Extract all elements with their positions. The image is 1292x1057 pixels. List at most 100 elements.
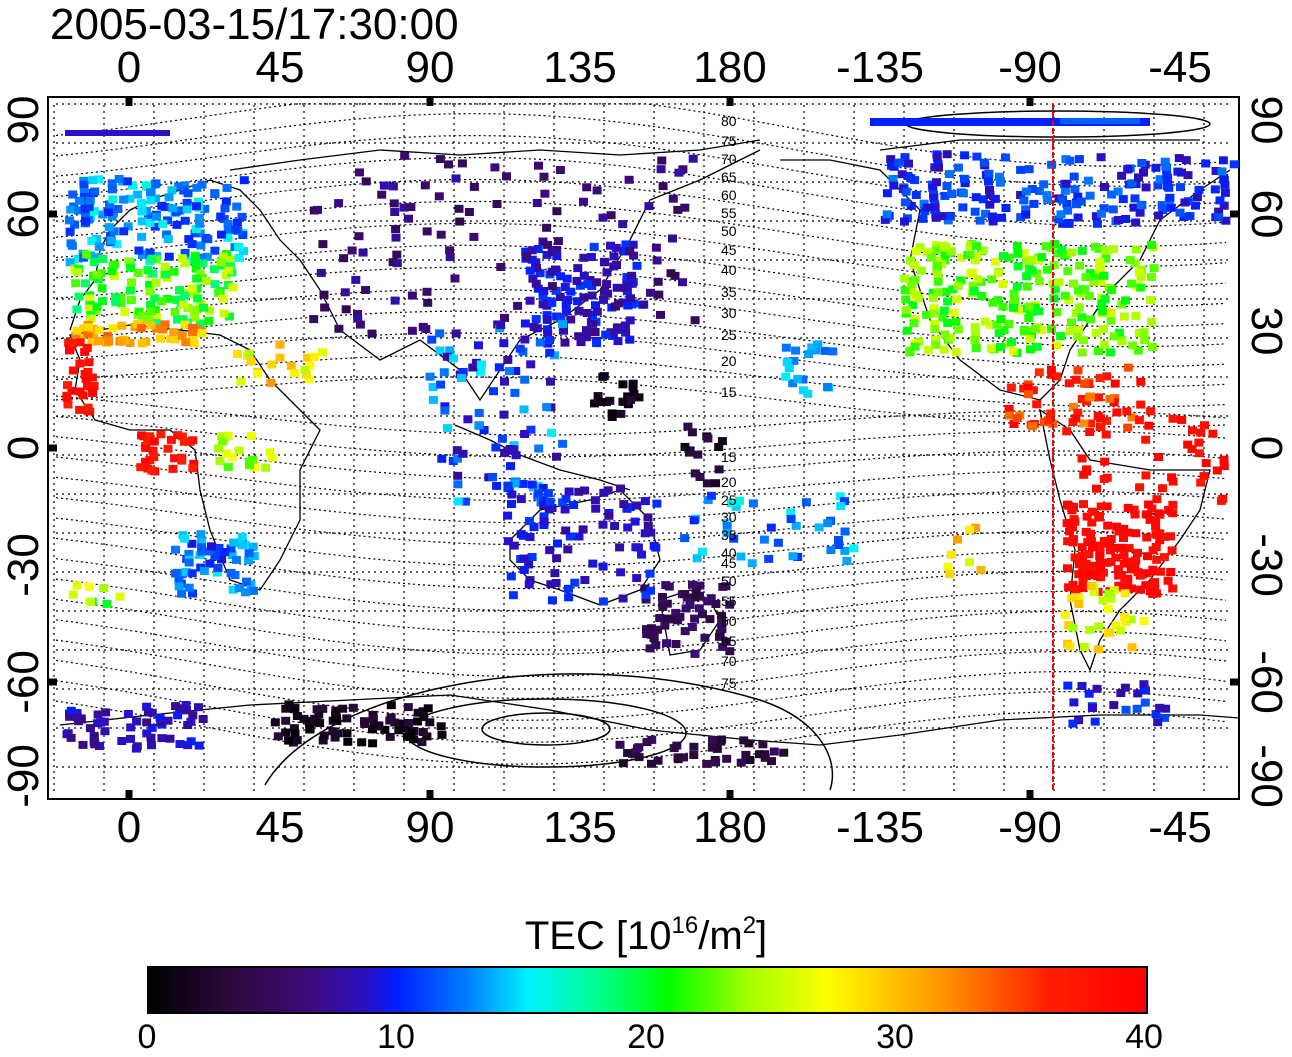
tec-pixel xyxy=(163,216,173,225)
tec-pixel xyxy=(813,340,823,349)
tec-pixel xyxy=(644,202,654,211)
tec-pixel xyxy=(151,319,161,328)
tec-pixel xyxy=(966,240,976,249)
tec-pixel xyxy=(98,254,108,263)
tec-pixel xyxy=(688,580,697,589)
tec-pixel xyxy=(66,706,76,715)
tec-pixel xyxy=(998,302,1008,311)
tec-pixel xyxy=(1120,683,1130,692)
tec-pixel xyxy=(1004,404,1014,413)
tec-pixel xyxy=(436,230,446,239)
tec-pixel xyxy=(151,278,161,287)
top-lon-tick: 90 xyxy=(405,43,455,92)
tec-pixel xyxy=(591,504,601,513)
tec-pixel xyxy=(67,241,77,250)
tec-pixel xyxy=(598,213,608,222)
tec-pixel xyxy=(88,324,98,333)
tec-pixel xyxy=(1008,303,1018,312)
tec-pixel xyxy=(1043,416,1053,425)
tec-pixel xyxy=(1065,327,1075,336)
tec-pixel xyxy=(618,594,628,603)
tec-pixel xyxy=(642,738,652,746)
tec-pixel xyxy=(524,560,534,569)
tec-pixel xyxy=(902,326,912,335)
tec-pixel xyxy=(680,534,690,543)
tec-pixel xyxy=(1105,394,1115,403)
tec-pixel xyxy=(1074,593,1084,602)
tec-pixel xyxy=(616,484,625,493)
tec-pixel xyxy=(629,389,639,398)
tec-pixel xyxy=(1087,507,1097,516)
tec-pixel xyxy=(952,295,962,304)
tec-pixel xyxy=(147,254,157,263)
tec-pixel xyxy=(995,178,1005,187)
tec-pixel xyxy=(219,309,229,318)
tec-pixel xyxy=(726,499,736,508)
tec-pixel xyxy=(1049,261,1059,270)
tec-pixel xyxy=(81,213,90,221)
tec-pixel xyxy=(1168,414,1178,423)
tec-pixel xyxy=(104,337,114,346)
tec-pixel xyxy=(939,306,949,315)
tec-pixel xyxy=(646,624,656,633)
tec-pixel xyxy=(519,405,529,414)
tec-pixel xyxy=(834,541,844,549)
tec-pixel xyxy=(1146,587,1155,596)
tec-pixel xyxy=(1064,219,1074,228)
tec-pixel xyxy=(330,733,340,742)
tec-pixel xyxy=(601,330,611,339)
tec-pixel xyxy=(978,246,988,255)
tec-pixel xyxy=(403,732,412,741)
tec-pixel xyxy=(87,337,97,346)
tec-pixel xyxy=(1050,240,1060,249)
tec-pixel xyxy=(991,257,1001,266)
tec-pixel xyxy=(888,175,898,183)
tec-pixel xyxy=(453,497,463,506)
tec-pixel xyxy=(1110,394,1120,403)
tec-pixel xyxy=(1135,208,1145,217)
tec-pixel xyxy=(546,377,555,386)
tec-pixel xyxy=(119,195,129,204)
tec-pixel xyxy=(137,232,147,241)
tec-pixel xyxy=(1130,563,1140,572)
tec-pixel xyxy=(469,182,479,191)
tec-pixel xyxy=(162,230,172,239)
tec-pixel xyxy=(377,190,387,199)
tec-pixel xyxy=(1032,269,1042,278)
tec-pixel xyxy=(945,170,954,179)
tec-pixel xyxy=(583,280,593,289)
mlat-contour xyxy=(55,537,1227,590)
tec-pixel xyxy=(1152,589,1161,598)
tec-pixel xyxy=(241,588,250,597)
tec-pixel xyxy=(996,315,1006,324)
tec-pixel xyxy=(318,704,328,713)
tec-pixel xyxy=(697,547,707,556)
tec-pixel xyxy=(1212,466,1222,475)
tec-pixel xyxy=(190,251,200,260)
tec-pixel xyxy=(1052,372,1062,381)
tec-pixel xyxy=(94,326,104,335)
tec-pixel xyxy=(543,330,553,339)
tec-pixel xyxy=(1081,273,1091,282)
tec-pixel xyxy=(993,268,1003,277)
mlat-contour xyxy=(55,558,1227,612)
tec-pixel xyxy=(612,283,622,292)
tec-pixel xyxy=(305,724,315,733)
tec-pixel xyxy=(191,225,201,233)
tec-pixel xyxy=(603,289,613,298)
tec-pixel xyxy=(94,337,104,346)
tec-pixel xyxy=(74,292,84,301)
tec-pixel xyxy=(804,350,814,359)
tec-pixel xyxy=(80,347,90,356)
tec-pixel xyxy=(1131,218,1141,227)
tec-pixel xyxy=(1155,536,1165,545)
tec-pixel xyxy=(647,630,656,639)
contour-label: 60 xyxy=(721,187,737,203)
tec-pixel xyxy=(218,294,228,303)
tec-pixel xyxy=(556,272,566,281)
tec-pixel xyxy=(744,739,754,748)
tec-pixel xyxy=(598,520,608,529)
tec-pixel xyxy=(533,245,543,253)
tec-pixel xyxy=(1012,242,1022,250)
tec-pixel xyxy=(1179,213,1189,221)
